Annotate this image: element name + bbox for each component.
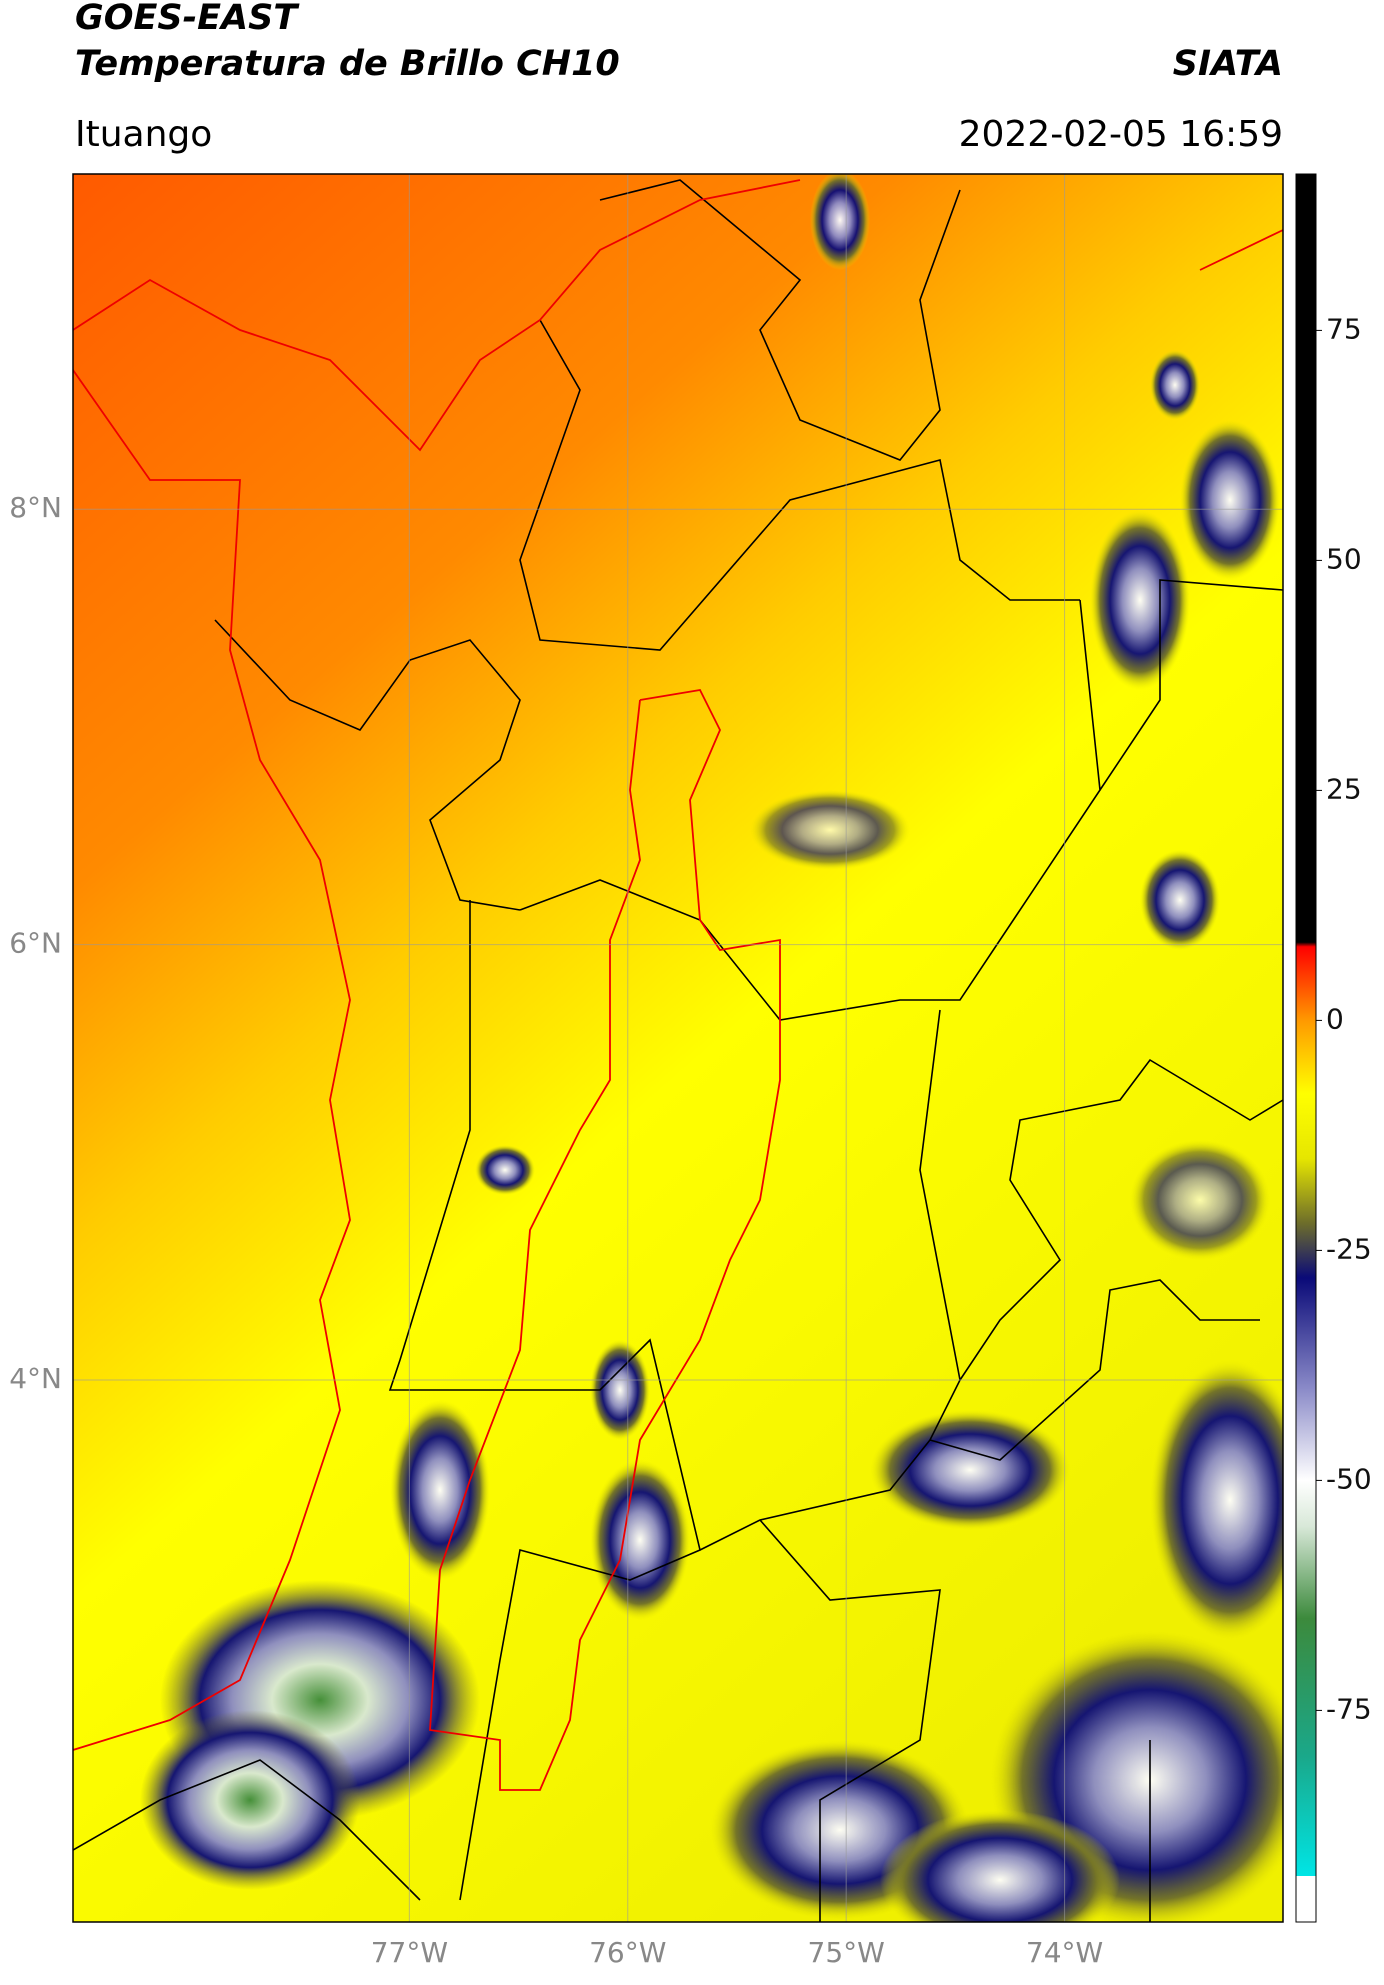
colorbar-tick-label: 0 — [1326, 1002, 1344, 1035]
colorbar-tick-label: 25 — [1326, 772, 1362, 805]
colorbar: 75 50 25 0 -25 -50 -75 — [1295, 173, 1372, 1923]
map-frame — [72, 173, 1284, 1923]
datetime: 2022-02-05 16:59 — [959, 114, 1283, 155]
colorbar-tick-label: -25 — [1326, 1232, 1372, 1265]
subtitle: Temperatura de Brillo CH10 — [75, 44, 620, 84]
borders — [73, 179, 1283, 1922]
clouds — [140, 174, 1283, 1922]
colorbar-tick-label: -50 — [1326, 1462, 1372, 1495]
region: Ituango — [75, 114, 212, 155]
outline-red — [73, 179, 1283, 1791]
y-tick-label: 8°N — [9, 491, 62, 524]
y-tick-label: 6°N — [9, 927, 62, 960]
colorbar-tick-label: -75 — [1326, 1692, 1372, 1725]
colorbar-tick-label: 50 — [1326, 542, 1362, 575]
grid — [73, 174, 1283, 1922]
y-tick-label: 4°N — [9, 1362, 62, 1395]
x-tick-label: 75°W — [808, 1936, 885, 1969]
colorbar-fill — [1295, 173, 1317, 1923]
x-tick-label: 77°W — [371, 1936, 448, 1969]
x-tick-label: 74°W — [1026, 1936, 1103, 1969]
source: SIATA — [1173, 44, 1283, 84]
title: GOES-EAST — [75, 0, 300, 38]
x-tick-label: 76°W — [589, 1936, 666, 1969]
colorbar-tick-label: 75 — [1326, 312, 1362, 345]
map — [73, 174, 1283, 1922]
